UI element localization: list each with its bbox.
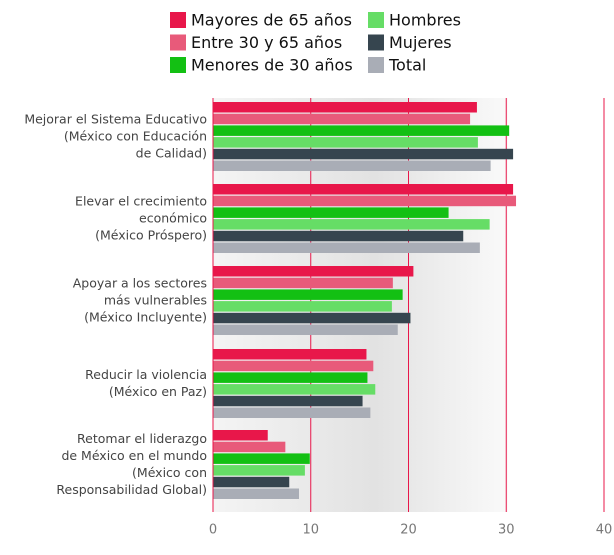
bar	[213, 277, 393, 289]
bar	[213, 476, 290, 488]
legend-swatch	[368, 12, 384, 28]
bar	[213, 219, 490, 230]
category-label: más vulnerables	[104, 293, 207, 308]
bar	[213, 453, 310, 464]
x-tick-label: 30	[498, 523, 515, 538]
bar	[213, 125, 510, 136]
bar	[213, 301, 392, 312]
bar	[213, 137, 478, 148]
category-label: Apoyar a los sectores	[73, 276, 207, 291]
bar	[213, 266, 414, 277]
bar	[213, 113, 471, 125]
bar	[213, 384, 376, 395]
legend-label: Total	[388, 56, 426, 75]
legend-label: Entre 30 y 65 años	[191, 33, 342, 52]
bar	[213, 207, 449, 218]
legend-label: Menores de 30 años	[191, 56, 353, 75]
category-label: Elevar el crecimiento	[75, 194, 207, 209]
bar	[213, 349, 367, 360]
bar	[213, 372, 368, 383]
bar	[213, 465, 305, 476]
bar	[213, 360, 374, 372]
bar	[213, 324, 398, 335]
bar	[213, 195, 517, 207]
category-label: (México con	[132, 465, 207, 480]
category-label: Responsabilidad Global)	[56, 482, 207, 497]
bar	[213, 242, 480, 253]
category-label: (México Incluyente)	[84, 310, 207, 325]
bar	[213, 102, 477, 113]
bar	[213, 407, 371, 418]
bar	[213, 160, 491, 171]
x-tick-label: 0	[209, 523, 217, 538]
category-label: Mejorar el Sistema Educativo	[24, 112, 207, 127]
category-label: (México Próspero)	[95, 228, 207, 243]
x-tick-label: 40	[596, 523, 613, 538]
bar	[213, 148, 514, 160]
bar	[213, 184, 514, 195]
bar	[213, 312, 411, 324]
legend-label: Mayores de 65 años	[191, 11, 352, 30]
x-tick-label: 20	[400, 523, 417, 538]
bar	[213, 488, 300, 499]
bar	[213, 441, 286, 453]
category-label: (México con Educación	[64, 129, 207, 144]
legend-swatch	[368, 57, 384, 73]
legend-swatch	[170, 57, 186, 73]
category-label: Retomar el liderazgo	[77, 431, 207, 446]
category-label: (México en Paz)	[109, 384, 207, 399]
category-label: económico	[139, 211, 207, 226]
legend-swatch	[368, 34, 384, 51]
legend-label: Hombres	[389, 11, 461, 30]
legend-swatch	[170, 12, 186, 28]
legend-label: Mujeres	[389, 33, 452, 52]
bar	[213, 395, 363, 407]
x-tick-label: 10	[302, 523, 319, 538]
category-label: Reducir la violencia	[85, 367, 207, 382]
category-label: de México en el mundo	[61, 448, 207, 463]
legend-swatch	[170, 34, 186, 51]
bar	[213, 289, 403, 300]
bar	[213, 430, 268, 441]
bar	[213, 230, 464, 242]
category-label: de Calidad)	[136, 146, 207, 161]
